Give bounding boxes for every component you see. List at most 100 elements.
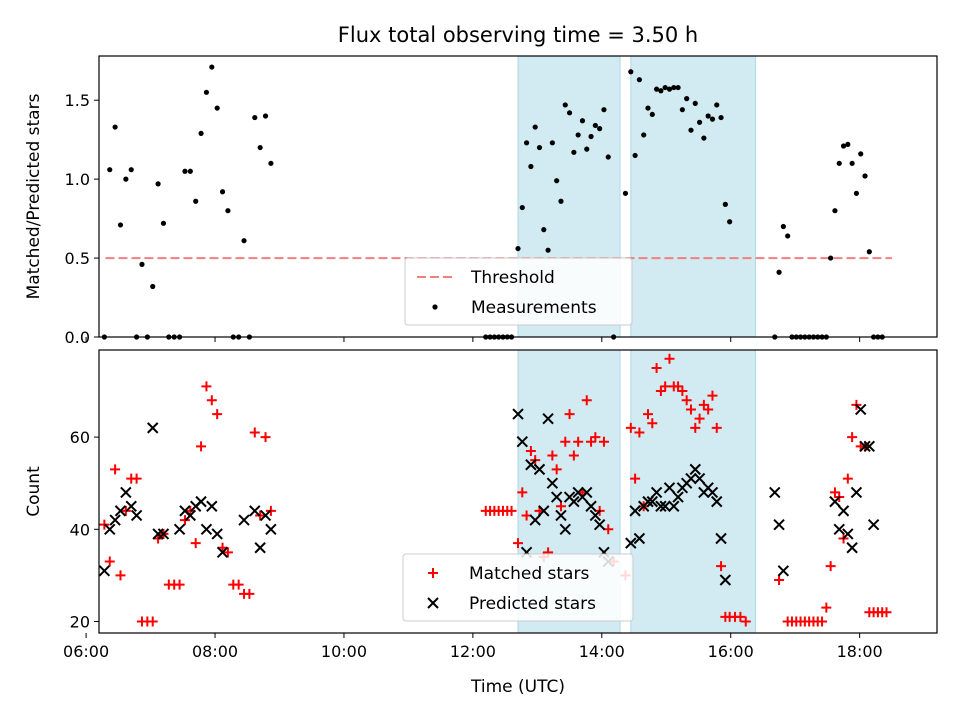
y-tick-label: 0.0 [65, 328, 90, 347]
measurement-point [658, 88, 664, 94]
measurement-point [858, 151, 864, 157]
measurement-point [696, 119, 703, 125]
measurement-point [849, 160, 855, 166]
measurement-point [845, 141, 851, 148]
predicted-star-point [769, 486, 781, 499]
predicted-star-point [581, 486, 593, 499]
measurement-point [252, 114, 258, 121]
legend-label: Matched stars [469, 564, 589, 584]
matched-star-point [707, 390, 718, 401]
matched-star-point [664, 353, 675, 364]
x-tick-label: 14:00 [579, 642, 625, 661]
predicted-star-point [685, 472, 697, 485]
matched-star-point [551, 464, 562, 475]
matched-star-point [677, 386, 688, 397]
predicted-star-point [125, 500, 137, 512]
legend-label: Threshold [470, 268, 555, 288]
matched-star-point [690, 422, 701, 433]
axes-frame [98, 55, 938, 338]
matched-star-point [581, 395, 592, 406]
measurement-point [692, 100, 698, 106]
legend-box [402, 553, 634, 622]
measurement-point [150, 283, 156, 290]
legend-box [404, 257, 633, 326]
predicted-star-point [867, 518, 880, 531]
predicted-star-point [706, 486, 719, 499]
measurement-point [679, 107, 685, 113]
measurement-point [532, 124, 538, 130]
predicted-star-point [265, 523, 277, 536]
measurement-point [605, 154, 611, 160]
matched-star-point [881, 607, 892, 618]
predicted-star-point [719, 574, 732, 586]
predicted-star-point [249, 505, 261, 517]
predicted-star-point [512, 408, 524, 420]
legend-label: Predicted stars [469, 594, 596, 614]
matched-star-point [647, 418, 658, 429]
predicted-star-point [593, 518, 606, 531]
matched-star-point [547, 450, 558, 461]
predicted-star-point [206, 500, 218, 512]
measurement-point [515, 245, 521, 252]
measurement-point [209, 64, 215, 70]
y-axis-label: Count [24, 466, 44, 517]
predicted-star-point [625, 537, 637, 549]
measurement-point [862, 173, 868, 179]
x-tick-label: 12:00 [450, 642, 496, 661]
predicted-star-point [259, 509, 272, 522]
measurement-point [117, 222, 124, 228]
predicted-star-point [629, 505, 641, 517]
shaded-interval [630, 55, 756, 338]
predicted-star-point [147, 422, 159, 434]
shaded-interval [630, 349, 756, 634]
predicted-star-point [672, 491, 684, 503]
measurement-point [549, 140, 555, 146]
predicted-star-point [114, 505, 127, 517]
predicted-star-point [538, 505, 550, 517]
predicted-star-point [663, 482, 676, 494]
matched-star-point [555, 501, 566, 512]
measurement-point [780, 223, 786, 230]
x-tick-label: 10:00 [321, 642, 367, 661]
measurement-point [193, 198, 199, 204]
matched-star-point [212, 409, 223, 420]
matched-star-point [660, 381, 671, 392]
measurement-point [718, 114, 724, 121]
predicted-star-point [98, 565, 111, 577]
predicted-star-point [109, 514, 121, 526]
predicted-star-point [689, 463, 701, 476]
predicted-star-point [529, 514, 541, 526]
matched-star-point [634, 427, 645, 438]
measurement-point [832, 208, 838, 214]
measurement-point [241, 238, 247, 244]
predicted-star-point [837, 505, 850, 517]
matched-star-point [740, 616, 751, 627]
measurement-point [571, 149, 577, 155]
measurement-point [536, 144, 543, 151]
measurement-point [139, 261, 145, 267]
predicted-star-point [646, 495, 659, 508]
measurement-point [641, 132, 647, 138]
matched-star-point [147, 616, 158, 627]
y-tick-label: 60 [70, 428, 90, 447]
measurement-point [722, 201, 728, 207]
matched-star-point [110, 464, 121, 475]
matched-star-point [560, 436, 571, 447]
matched-star-point [590, 432, 601, 443]
matched-star-point [206, 395, 217, 406]
measurement-point [225, 208, 231, 214]
measurement-point [579, 118, 586, 124]
predicted-star-point [693, 472, 706, 485]
predicted-star-point [238, 514, 250, 526]
predicted-star-point [200, 523, 213, 536]
matched-star-point [260, 432, 271, 443]
measurement-point [558, 198, 564, 204]
x-tick-label: 16:00 [708, 642, 754, 661]
measurement-point [853, 190, 860, 196]
measurement-point [622, 190, 629, 196]
measurement-point [575, 132, 581, 138]
legend-label: Measurements [471, 298, 597, 318]
matched-star-point [244, 588, 255, 599]
measurement-point [776, 269, 782, 275]
measurement-point [597, 126, 603, 132]
